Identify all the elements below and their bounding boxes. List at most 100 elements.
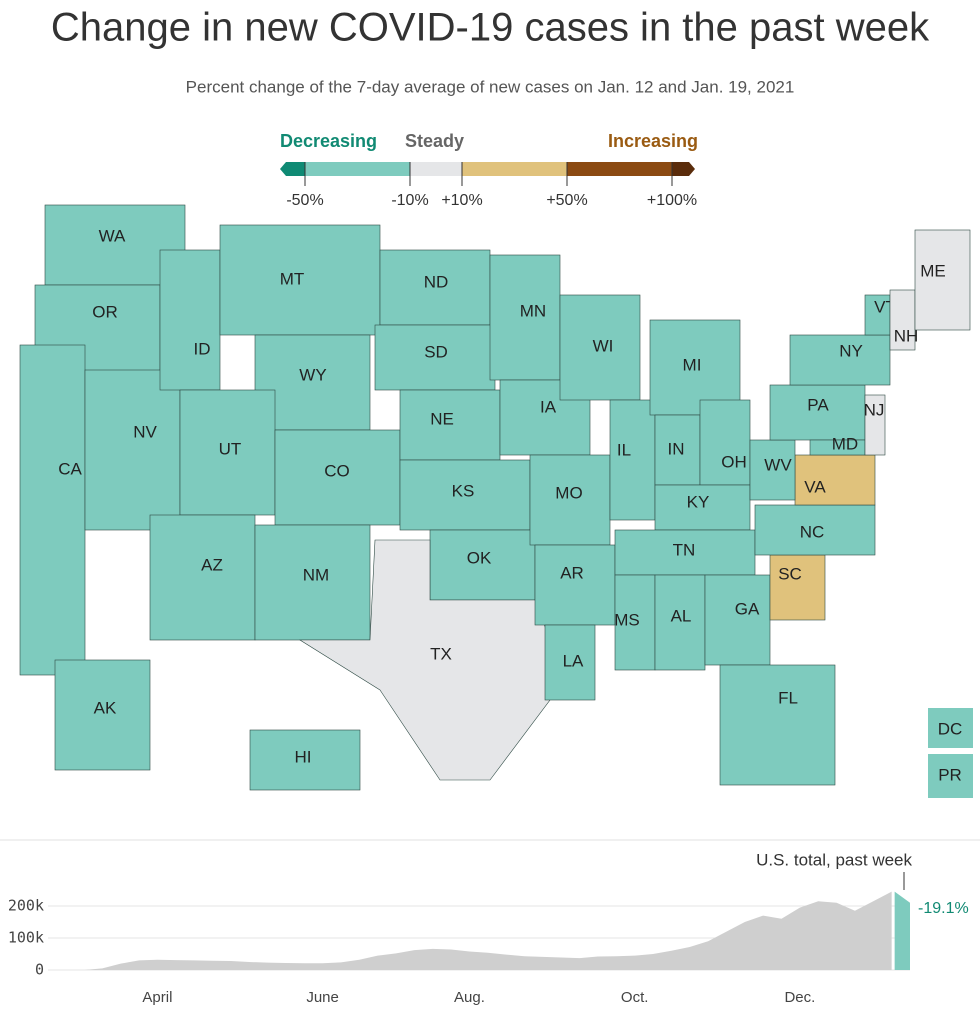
state-label: MT bbox=[280, 269, 305, 288]
state-label: KS bbox=[452, 481, 475, 500]
state bbox=[254, 524, 371, 641]
state bbox=[914, 229, 971, 331]
state-label: DC bbox=[938, 719, 963, 738]
state bbox=[654, 574, 706, 671]
state-label: NM bbox=[303, 565, 329, 584]
legend-tick-label: -10% bbox=[391, 192, 428, 209]
state bbox=[864, 394, 886, 456]
state-label: OK bbox=[467, 548, 492, 567]
state-label: VA bbox=[804, 477, 826, 496]
state bbox=[649, 319, 741, 416]
state-label: ND bbox=[424, 272, 449, 291]
legend-swatch bbox=[410, 162, 462, 176]
state bbox=[534, 544, 616, 626]
legend-arrow bbox=[672, 162, 695, 176]
state bbox=[749, 439, 796, 501]
state-label: ID bbox=[194, 339, 211, 358]
state-label: NE bbox=[430, 409, 454, 428]
legend-tick-label: +100% bbox=[647, 192, 697, 209]
state-label: WY bbox=[299, 365, 326, 384]
subtitle: Percent change of the 7-day average of n… bbox=[186, 77, 795, 96]
state bbox=[489, 254, 561, 381]
state bbox=[149, 514, 256, 641]
state bbox=[928, 708, 973, 748]
state-label: SC bbox=[778, 564, 802, 583]
state bbox=[179, 389, 276, 516]
state-label: MS bbox=[614, 610, 640, 629]
y-tick-label: 0 bbox=[35, 961, 44, 979]
state-label: TN bbox=[673, 540, 696, 559]
state-label: ME bbox=[920, 261, 946, 280]
state bbox=[699, 399, 751, 486]
state bbox=[298, 539, 551, 781]
x-tick-label: April bbox=[142, 989, 172, 1006]
state-label: MD bbox=[832, 434, 858, 453]
state bbox=[19, 344, 86, 676]
state-label: IA bbox=[540, 397, 557, 416]
state bbox=[614, 574, 656, 671]
legend-tick-label: +50% bbox=[546, 192, 587, 209]
state-label: KY bbox=[687, 492, 710, 511]
state bbox=[864, 294, 891, 336]
state bbox=[789, 334, 891, 386]
state-label: AR bbox=[560, 563, 584, 582]
state bbox=[754, 504, 876, 556]
highlight-area bbox=[894, 891, 910, 970]
state bbox=[379, 249, 491, 326]
state-label: CO bbox=[324, 461, 350, 480]
state-label: GA bbox=[735, 599, 760, 618]
state bbox=[889, 289, 916, 351]
legend-tick-label: +10% bbox=[441, 192, 482, 209]
state-label: IL bbox=[617, 440, 631, 459]
state-label: WI bbox=[593, 336, 614, 355]
x-tick-label: June bbox=[306, 989, 339, 1006]
legend-swatch bbox=[462, 162, 567, 176]
state-label: PR bbox=[938, 765, 962, 784]
state-label: NC bbox=[800, 522, 825, 541]
highlight-label: -19.1% bbox=[918, 900, 969, 917]
state bbox=[719, 664, 836, 786]
state-label: NY bbox=[839, 341, 863, 360]
state-label: MO bbox=[555, 483, 582, 502]
state bbox=[399, 459, 531, 531]
state bbox=[429, 529, 536, 601]
legend-heading: Decreasing bbox=[280, 131, 377, 151]
y-tick-label: 200k bbox=[8, 897, 44, 915]
state bbox=[274, 429, 401, 526]
y-tick-label: 100k bbox=[8, 929, 44, 947]
x-tick-label: Aug. bbox=[454, 989, 485, 1006]
state bbox=[654, 414, 701, 486]
area bbox=[84, 891, 892, 970]
state-label: NV bbox=[133, 422, 157, 441]
legend-heading: Steady bbox=[405, 131, 464, 151]
state-label: NJ bbox=[864, 400, 885, 419]
state-label: NH bbox=[894, 326, 919, 345]
state-label: CA bbox=[58, 459, 82, 478]
state bbox=[654, 484, 751, 531]
legend-heading: Increasing bbox=[608, 131, 698, 151]
state-label: SD bbox=[424, 342, 448, 361]
state bbox=[529, 454, 611, 546]
legend-swatch bbox=[567, 162, 672, 176]
state-label: AZ bbox=[201, 555, 223, 574]
state bbox=[559, 294, 641, 401]
state bbox=[84, 369, 181, 531]
state bbox=[769, 554, 826, 621]
state-label: UT bbox=[219, 439, 242, 458]
state bbox=[544, 624, 596, 701]
state-label: IN bbox=[668, 439, 685, 458]
state-label: HI bbox=[295, 747, 312, 766]
state-label: LA bbox=[563, 651, 584, 670]
state bbox=[219, 224, 381, 336]
state bbox=[399, 389, 501, 461]
state-label: OR bbox=[92, 302, 118, 321]
state-label: AK bbox=[94, 698, 117, 717]
state-label: FL bbox=[778, 688, 798, 707]
state bbox=[249, 729, 361, 791]
legend-tick-label: -50% bbox=[286, 192, 323, 209]
state bbox=[159, 249, 221, 391]
state bbox=[609, 399, 656, 521]
state-label: WA bbox=[99, 226, 126, 245]
annotation: U.S. total, past week bbox=[756, 850, 912, 869]
